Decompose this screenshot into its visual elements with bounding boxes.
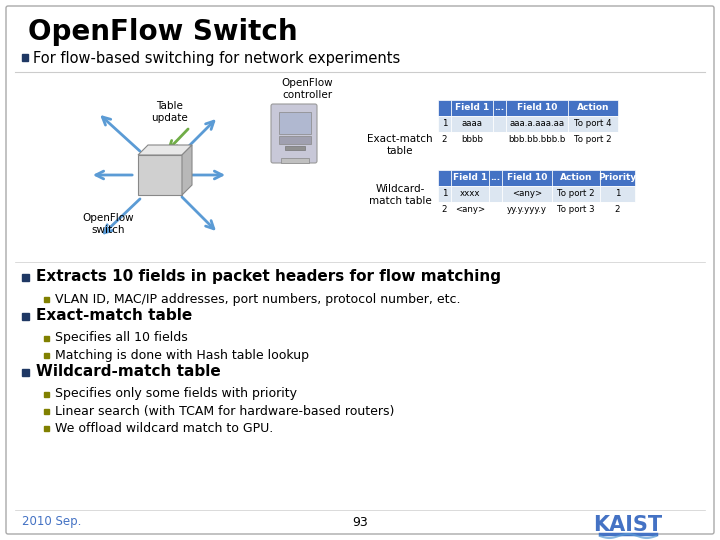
Bar — [493, 116, 506, 132]
Text: To port 2: To port 2 — [574, 136, 612, 145]
Bar — [502, 186, 552, 202]
Text: To port 4: To port 4 — [574, 119, 612, 129]
Bar — [44, 297, 49, 302]
Bar — [438, 132, 451, 148]
Bar — [44, 426, 49, 431]
Text: aaaa: aaaa — [462, 119, 482, 129]
Bar — [279, 136, 311, 144]
Text: ...: ... — [490, 173, 500, 183]
Bar — [568, 116, 618, 132]
Bar — [22, 313, 29, 320]
Bar — [22, 274, 29, 281]
Bar — [493, 132, 506, 148]
Text: 2: 2 — [442, 206, 447, 214]
Text: Field 1: Field 1 — [453, 173, 487, 183]
Bar — [502, 170, 552, 186]
Text: Wildcard-match table: Wildcard-match table — [36, 364, 221, 380]
Text: Exact-match table: Exact-match table — [36, 308, 192, 323]
Text: xxxx: xxxx — [460, 190, 480, 199]
Text: We offload wildcard match to GPU.: We offload wildcard match to GPU. — [55, 422, 274, 435]
Polygon shape — [138, 155, 182, 195]
Bar — [451, 186, 489, 202]
Text: Field 10: Field 10 — [517, 104, 557, 112]
Text: 2: 2 — [442, 136, 447, 145]
Text: 2: 2 — [615, 206, 620, 214]
Text: 1: 1 — [615, 190, 620, 199]
Bar — [568, 132, 618, 148]
Bar — [438, 202, 451, 218]
Text: Action: Action — [559, 173, 593, 183]
Text: OpenFlow
controller: OpenFlow controller — [282, 78, 333, 100]
Text: Wildcard-
match table: Wildcard- match table — [369, 184, 431, 206]
Text: For flow-based switching for network experiments: For flow-based switching for network exp… — [33, 51, 400, 65]
Bar — [22, 369, 29, 376]
Bar — [552, 170, 600, 186]
Text: KAIST: KAIST — [593, 515, 662, 535]
Text: Action: Action — [577, 104, 609, 112]
Bar — [506, 100, 568, 116]
Text: <any>: <any> — [512, 190, 542, 199]
Text: OpenFlow
switch: OpenFlow switch — [82, 213, 134, 234]
Bar — [451, 170, 489, 186]
Text: 1: 1 — [442, 190, 447, 199]
Text: Priority: Priority — [598, 173, 636, 183]
Bar — [44, 336, 49, 341]
Bar — [451, 132, 493, 148]
Bar — [44, 409, 49, 414]
Bar — [438, 170, 451, 186]
Bar — [451, 100, 493, 116]
Polygon shape — [138, 145, 192, 155]
Bar — [489, 202, 502, 218]
Bar — [438, 100, 451, 116]
Bar — [600, 170, 635, 186]
FancyBboxPatch shape — [6, 6, 714, 534]
Text: 2010 Sep.: 2010 Sep. — [22, 516, 81, 529]
Text: Table
update: Table update — [152, 102, 189, 123]
Text: Specifies only some fields with priority: Specifies only some fields with priority — [55, 388, 297, 401]
Text: Matching is done with Hash table lookup: Matching is done with Hash table lookup — [55, 348, 309, 361]
Text: To port 2: To port 2 — [557, 190, 595, 199]
Bar — [22, 54, 28, 61]
Text: To port 3: To port 3 — [557, 206, 595, 214]
Text: <any>: <any> — [455, 206, 485, 214]
Text: bbb.bb.bbb.b: bbb.bb.bbb.b — [508, 136, 566, 145]
Bar — [44, 353, 49, 358]
Bar — [552, 186, 600, 202]
Text: Extracts 10 fields in packet headers for flow matching: Extracts 10 fields in packet headers for… — [36, 269, 501, 285]
Bar — [285, 146, 305, 150]
Bar — [552, 202, 600, 218]
Text: Field 10: Field 10 — [507, 173, 547, 183]
Bar — [489, 186, 502, 202]
Text: VLAN ID, MAC/IP addresses, port numbers, protocol number, etc.: VLAN ID, MAC/IP addresses, port numbers,… — [55, 293, 461, 306]
Bar — [44, 392, 49, 397]
Bar — [506, 132, 568, 148]
Text: OpenFlow Switch: OpenFlow Switch — [28, 18, 297, 46]
Text: ...: ... — [495, 104, 505, 112]
Text: bbbb: bbbb — [461, 136, 483, 145]
Bar — [493, 100, 506, 116]
Bar — [489, 170, 502, 186]
Bar — [438, 186, 451, 202]
Bar — [600, 186, 635, 202]
Text: Linear search (with TCAM for hardware-based routers): Linear search (with TCAM for hardware-ba… — [55, 404, 395, 417]
Bar — [506, 116, 568, 132]
Bar — [600, 202, 635, 218]
Text: Field 1: Field 1 — [455, 104, 489, 112]
Bar — [451, 202, 489, 218]
Bar — [451, 116, 493, 132]
Text: yy.y.yyy.y: yy.y.yyy.y — [507, 206, 547, 214]
Text: 1: 1 — [442, 119, 447, 129]
Bar — [438, 116, 451, 132]
Text: Exact-match
table: Exact-match table — [367, 134, 433, 156]
Bar — [281, 158, 309, 163]
Bar — [502, 202, 552, 218]
Text: Specifies all 10 fields: Specifies all 10 fields — [55, 332, 188, 345]
Polygon shape — [182, 145, 192, 195]
Bar — [279, 112, 311, 134]
FancyBboxPatch shape — [271, 104, 317, 163]
Text: aaa.a.aaa.aa: aaa.a.aaa.aa — [510, 119, 564, 129]
Bar — [568, 100, 618, 116]
Text: 93: 93 — [352, 516, 368, 529]
